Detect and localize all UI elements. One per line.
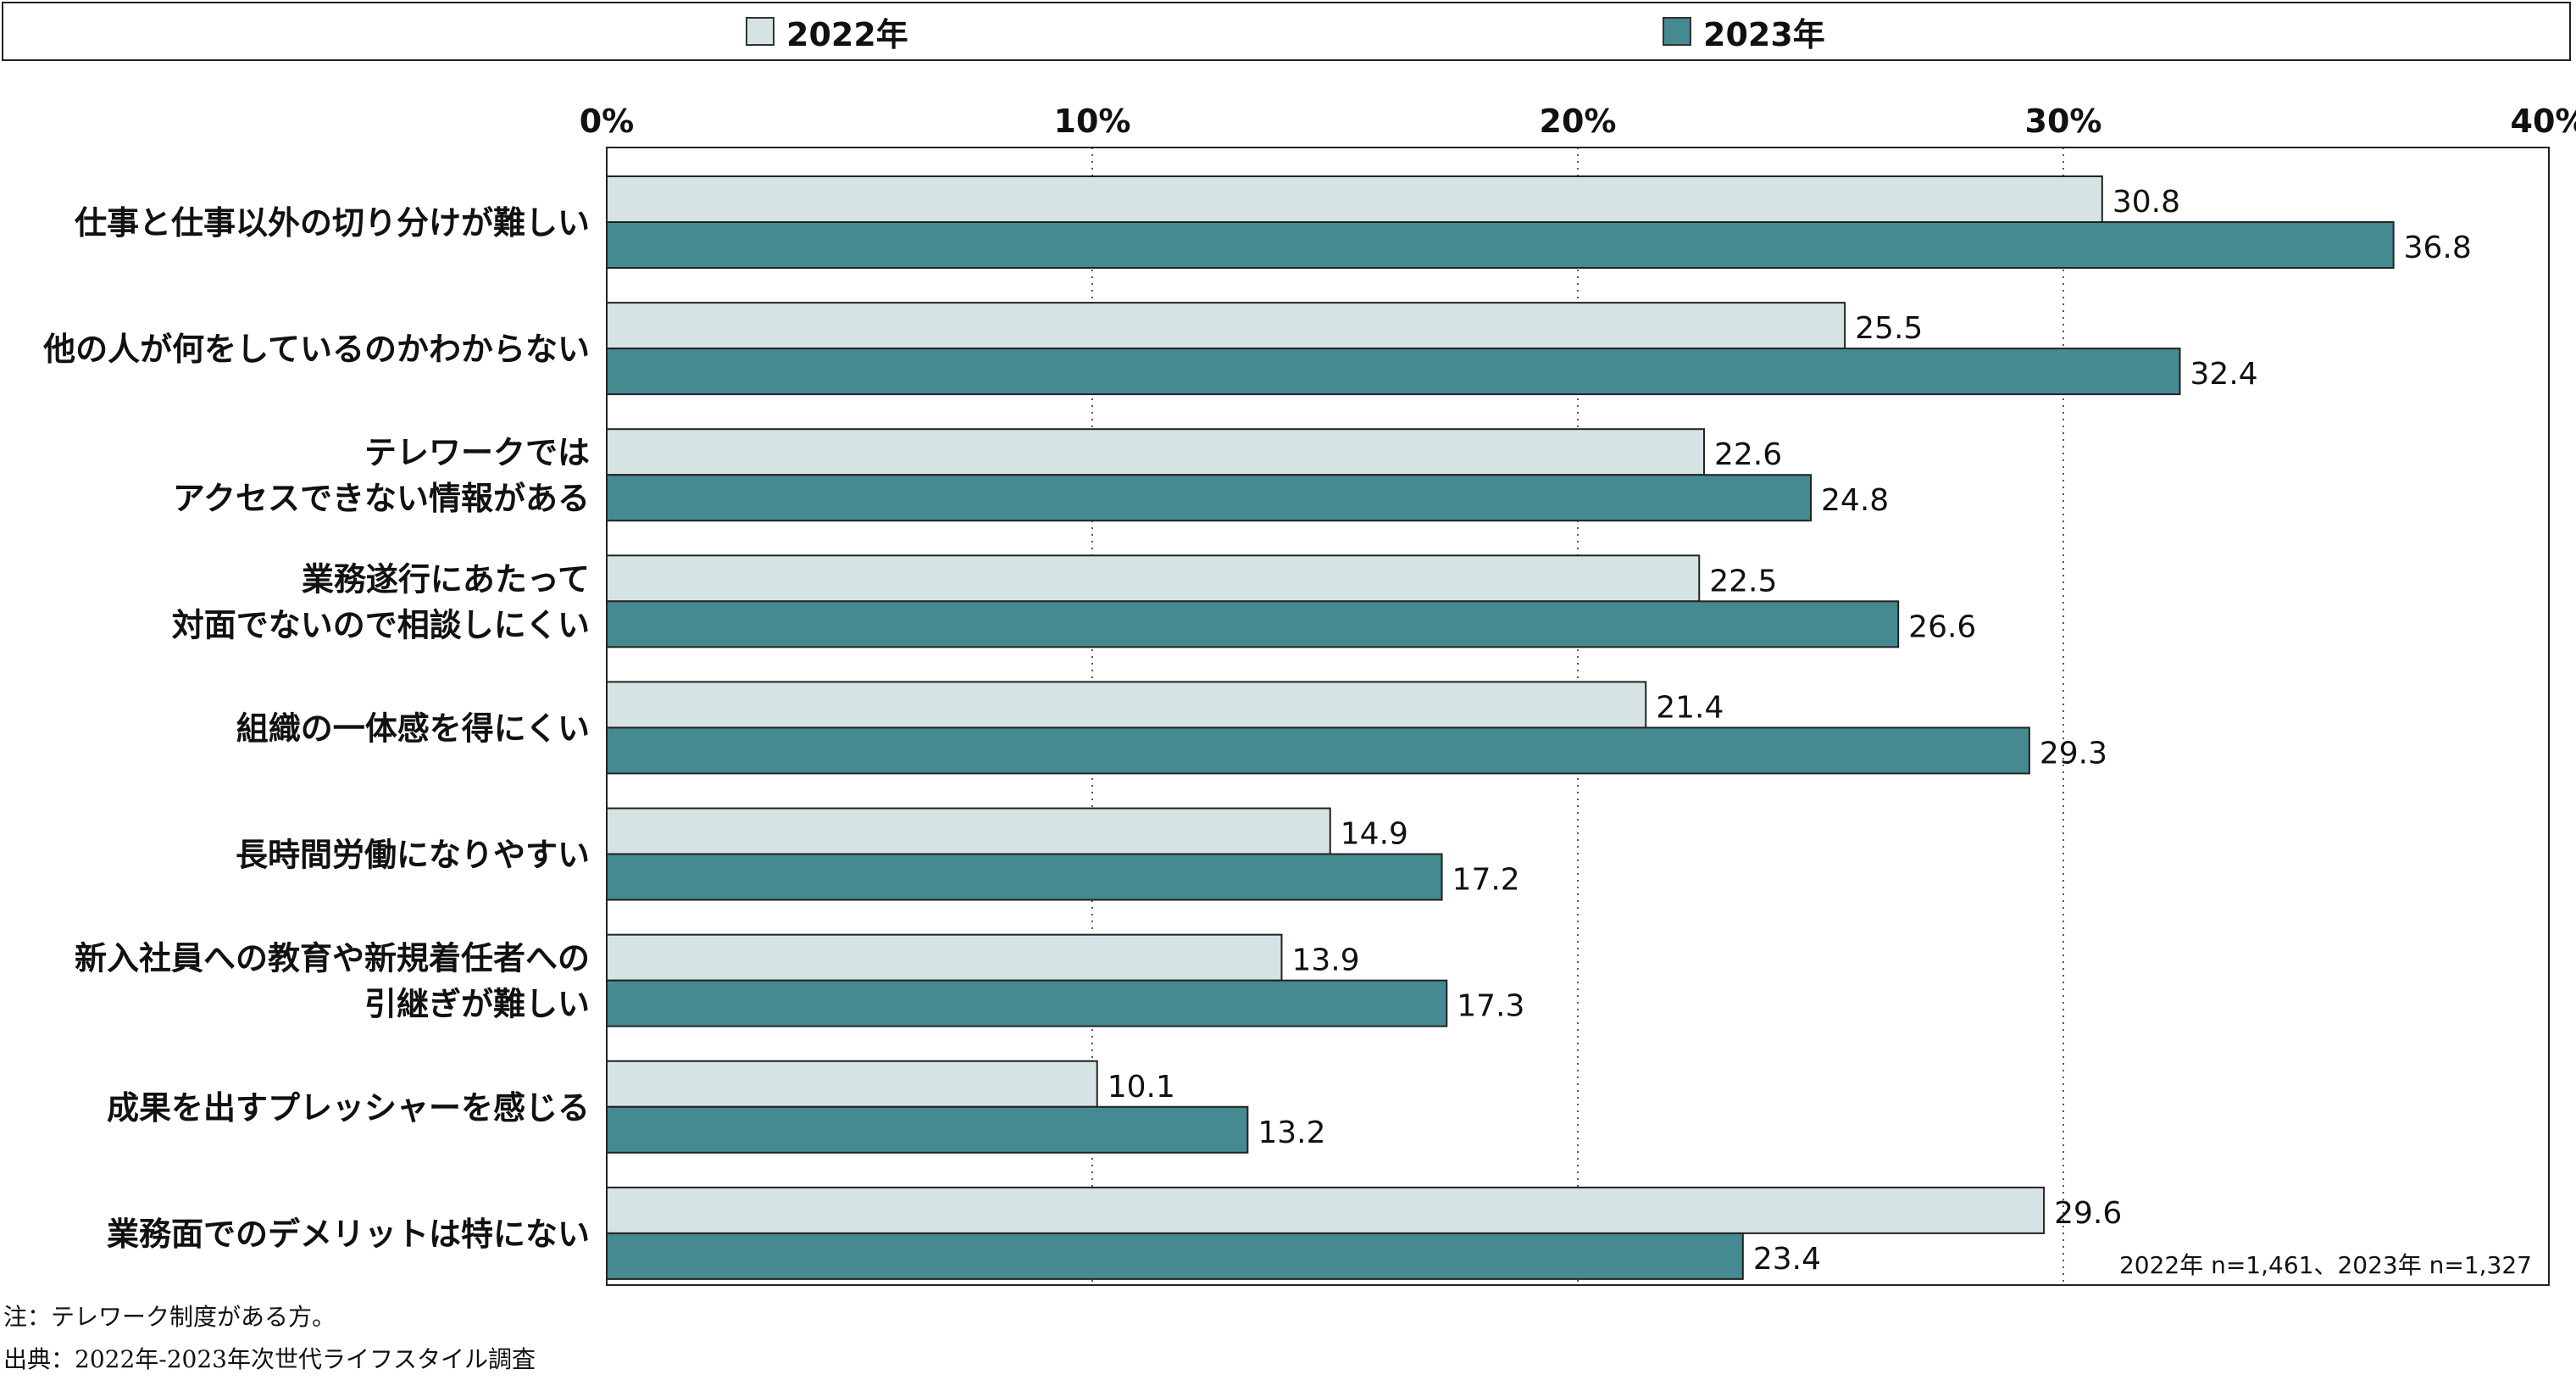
legend-item-2023: 2023年 [1663,3,1825,59]
x-tick-label: 10% [1054,103,1131,140]
category-label: 対面でないので相談しにくい [172,606,590,643]
bar-2022 [606,428,1705,476]
x-tick-label: 40% [2511,103,2576,140]
category-label: 成果を出すプレッシャーを感じる [107,1089,590,1127]
category-label: 新入社員への教育や新規着任者への [75,940,590,977]
bar-2023 [606,221,2395,269]
bar-2022 [606,933,1283,982]
data-label: 26.6 [1908,609,1976,644]
category-label: 業務面でのデメリットは特にない [107,1216,590,1253]
category-label: アクセスできない情報がある [173,480,590,517]
category-label: 他の人が何をしているのかわからない [42,331,590,368]
legend-swatch-2022 [746,17,774,46]
category-label: 仕事と仕事以外の切り分けが難しい [75,204,590,242]
bar-2022 [606,302,1846,350]
bar-2022 [606,807,1331,855]
data-label: 13.2 [1257,1116,1325,1150]
footnote-note: 注：テレワーク制度がある方。 [3,1303,336,1331]
bar-2023 [606,474,1813,522]
footnote-source: 出典：2022年-2023年次世代ライフスタイル調査 [3,1345,536,1373]
data-label: 36.8 [2404,231,2472,265]
legend: 2022年 2023年 [2,2,2571,61]
legend-swatch-2023 [1663,17,1691,46]
data-label: 32.4 [2190,357,2258,392]
data-label: 22.6 [1714,437,1782,472]
category-label: テレワークでは [364,434,590,471]
bar-2022 [606,1060,1098,1108]
legend-item-2022: 2022年 [746,3,908,59]
category-label: 長時間労働になりやすい [236,837,590,874]
bar-2023 [606,726,2030,775]
data-label: 30.8 [2112,185,2180,220]
bar-2022 [606,175,2103,223]
bar-2023 [606,600,1900,648]
bar-2023 [606,1232,1744,1280]
category-label: 業務遂行にあたって [302,560,590,598]
data-label: 23.4 [1753,1242,1821,1277]
legend-label-2023: 2023年 [1703,15,1825,53]
x-tick-label: 30% [2025,103,2102,140]
data-label: 25.5 [1855,311,1923,346]
data-label: 13.9 [1291,943,1359,978]
bar-2023 [606,979,1448,1027]
bar-2023 [606,853,1443,901]
data-label: 22.5 [1709,564,1777,598]
bar-2022 [606,1186,2046,1234]
x-tick-label: 20% [1540,103,1617,140]
bar-2023 [606,1105,1249,1154]
sample-size-note: 2022年 n=1,461、2023年 n=1,327 [2119,1251,2532,1279]
data-label: 29.3 [2040,736,2107,771]
category-label: 引継ぎが難しい [364,986,590,1023]
data-label: 21.4 [1656,690,1724,725]
data-label: 10.1 [1108,1070,1175,1105]
bar-2022 [606,554,1701,603]
legend-label-2022: 2022年 [786,15,908,53]
x-tick-label: 0% [580,103,635,140]
data-label: 24.8 [1821,483,1889,518]
category-label: 組織の一体感を得にくい [236,709,590,747]
bar-2022 [606,681,1647,729]
data-label: 14.9 [1341,817,1408,852]
bar-2023 [606,348,2181,396]
data-label: 17.2 [1452,863,1520,898]
data-label: 29.6 [2054,1196,2122,1231]
data-label: 17.3 [1457,989,1524,1024]
